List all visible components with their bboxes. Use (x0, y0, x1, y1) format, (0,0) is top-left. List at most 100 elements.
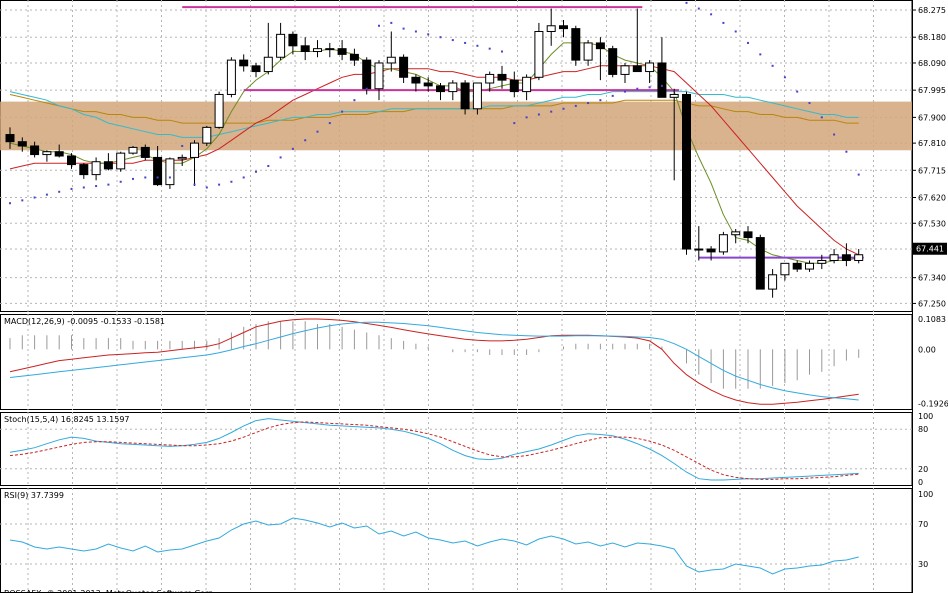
candle-body (792, 262, 802, 270)
candle (288, 31, 298, 55)
candle (226, 57, 236, 98)
candle (17, 137, 27, 152)
candle (559, 20, 568, 38)
candle-body (263, 56, 273, 73)
rsi-label: RSI(9) 37.7399 (4, 491, 64, 500)
candle-body (17, 141, 27, 147)
candle-body (645, 62, 655, 73)
candle (263, 22, 273, 75)
sar-dot (451, 39, 454, 42)
candle-body (743, 231, 753, 239)
sar-dot (316, 130, 319, 133)
copyright-watermark: BOSSAFX, © 2001-2013, MetaQuotes Softwar… (4, 589, 216, 593)
macd-tick-label: -0.1926 (918, 400, 948, 409)
candle (313, 40, 322, 58)
sar-dot (734, 30, 737, 33)
sar-dot (9, 202, 11, 205)
sar-dot (341, 110, 344, 113)
candle-body (251, 65, 261, 73)
candle-body (202, 126, 212, 144)
candle (497, 65, 507, 89)
current-price-label: 67.441 (916, 245, 944, 254)
candle-body (239, 59, 249, 67)
candle-body (595, 42, 605, 50)
candle (337, 40, 347, 61)
candle (706, 246, 716, 261)
candle-body (817, 259, 827, 264)
candle-body (5, 134, 15, 143)
candle-body (657, 62, 667, 98)
sar-dot (537, 113, 540, 116)
candle (411, 74, 421, 92)
candle (657, 37, 667, 98)
sar-dot (70, 187, 73, 190)
candle (841, 243, 851, 267)
candle-body (755, 237, 765, 290)
sar-dot (476, 44, 479, 47)
candle-body (436, 85, 445, 93)
sar-dot (291, 147, 294, 150)
stoch-tick-label: 80 (918, 425, 928, 434)
candle-body (103, 161, 113, 170)
price-tick-label: 67.810 (918, 139, 946, 148)
ma-mid-line (9, 65, 859, 256)
sar-dot (218, 183, 221, 186)
sar-dot (365, 87, 368, 90)
sar-dot (390, 21, 393, 24)
sar-dot (402, 27, 405, 30)
candle-body (54, 151, 64, 157)
candle-body (116, 152, 126, 170)
candle (349, 48, 359, 66)
candle (374, 60, 384, 101)
candle (768, 269, 778, 298)
candle (460, 80, 470, 115)
candle-body (485, 73, 495, 84)
stoch-tick-label: 100 (918, 412, 933, 421)
candle (608, 45, 618, 78)
macd-tick-label: 0.00 (918, 345, 936, 354)
candle-body (669, 93, 679, 98)
price-tick-label: 67.715 (918, 166, 946, 175)
candle-body (386, 56, 396, 64)
candle-body (42, 151, 52, 156)
candle (42, 150, 52, 162)
candle-body (411, 76, 421, 84)
sar-dot (747, 41, 749, 44)
macd-pane-frame (0, 314, 913, 410)
candle (805, 260, 814, 272)
sar-dot (82, 186, 85, 189)
candle (632, 8, 642, 73)
candle (300, 37, 310, 61)
candle (485, 71, 495, 92)
candle-body (497, 73, 507, 81)
candle (103, 153, 113, 171)
candle (854, 249, 864, 264)
candle-body (632, 65, 642, 73)
sar-dot (193, 183, 196, 186)
candle-body (805, 262, 814, 270)
sar-dot (95, 185, 98, 188)
price-tick-label: 68.180 (918, 33, 946, 42)
sar-dot (242, 176, 245, 179)
candle (423, 77, 433, 92)
stoch-signal-line (9, 421, 859, 480)
candle (829, 249, 839, 264)
candle (239, 54, 249, 72)
candles (5, 8, 864, 298)
sar-dot (267, 165, 270, 168)
ma-fast-line (9, 42, 859, 264)
candle (202, 125, 212, 146)
candle-body (718, 234, 728, 253)
stoch-tick-label: 20 (918, 465, 928, 474)
candle (399, 54, 409, 84)
candle (817, 254, 827, 270)
macd-signal-line (9, 321, 859, 401)
sar-dot (439, 36, 442, 39)
candle-body (620, 65, 630, 75)
candle (251, 62, 261, 78)
candle-body (682, 93, 691, 250)
candle (91, 157, 101, 181)
sar-dot (328, 122, 331, 125)
sar-dot (513, 122, 516, 125)
